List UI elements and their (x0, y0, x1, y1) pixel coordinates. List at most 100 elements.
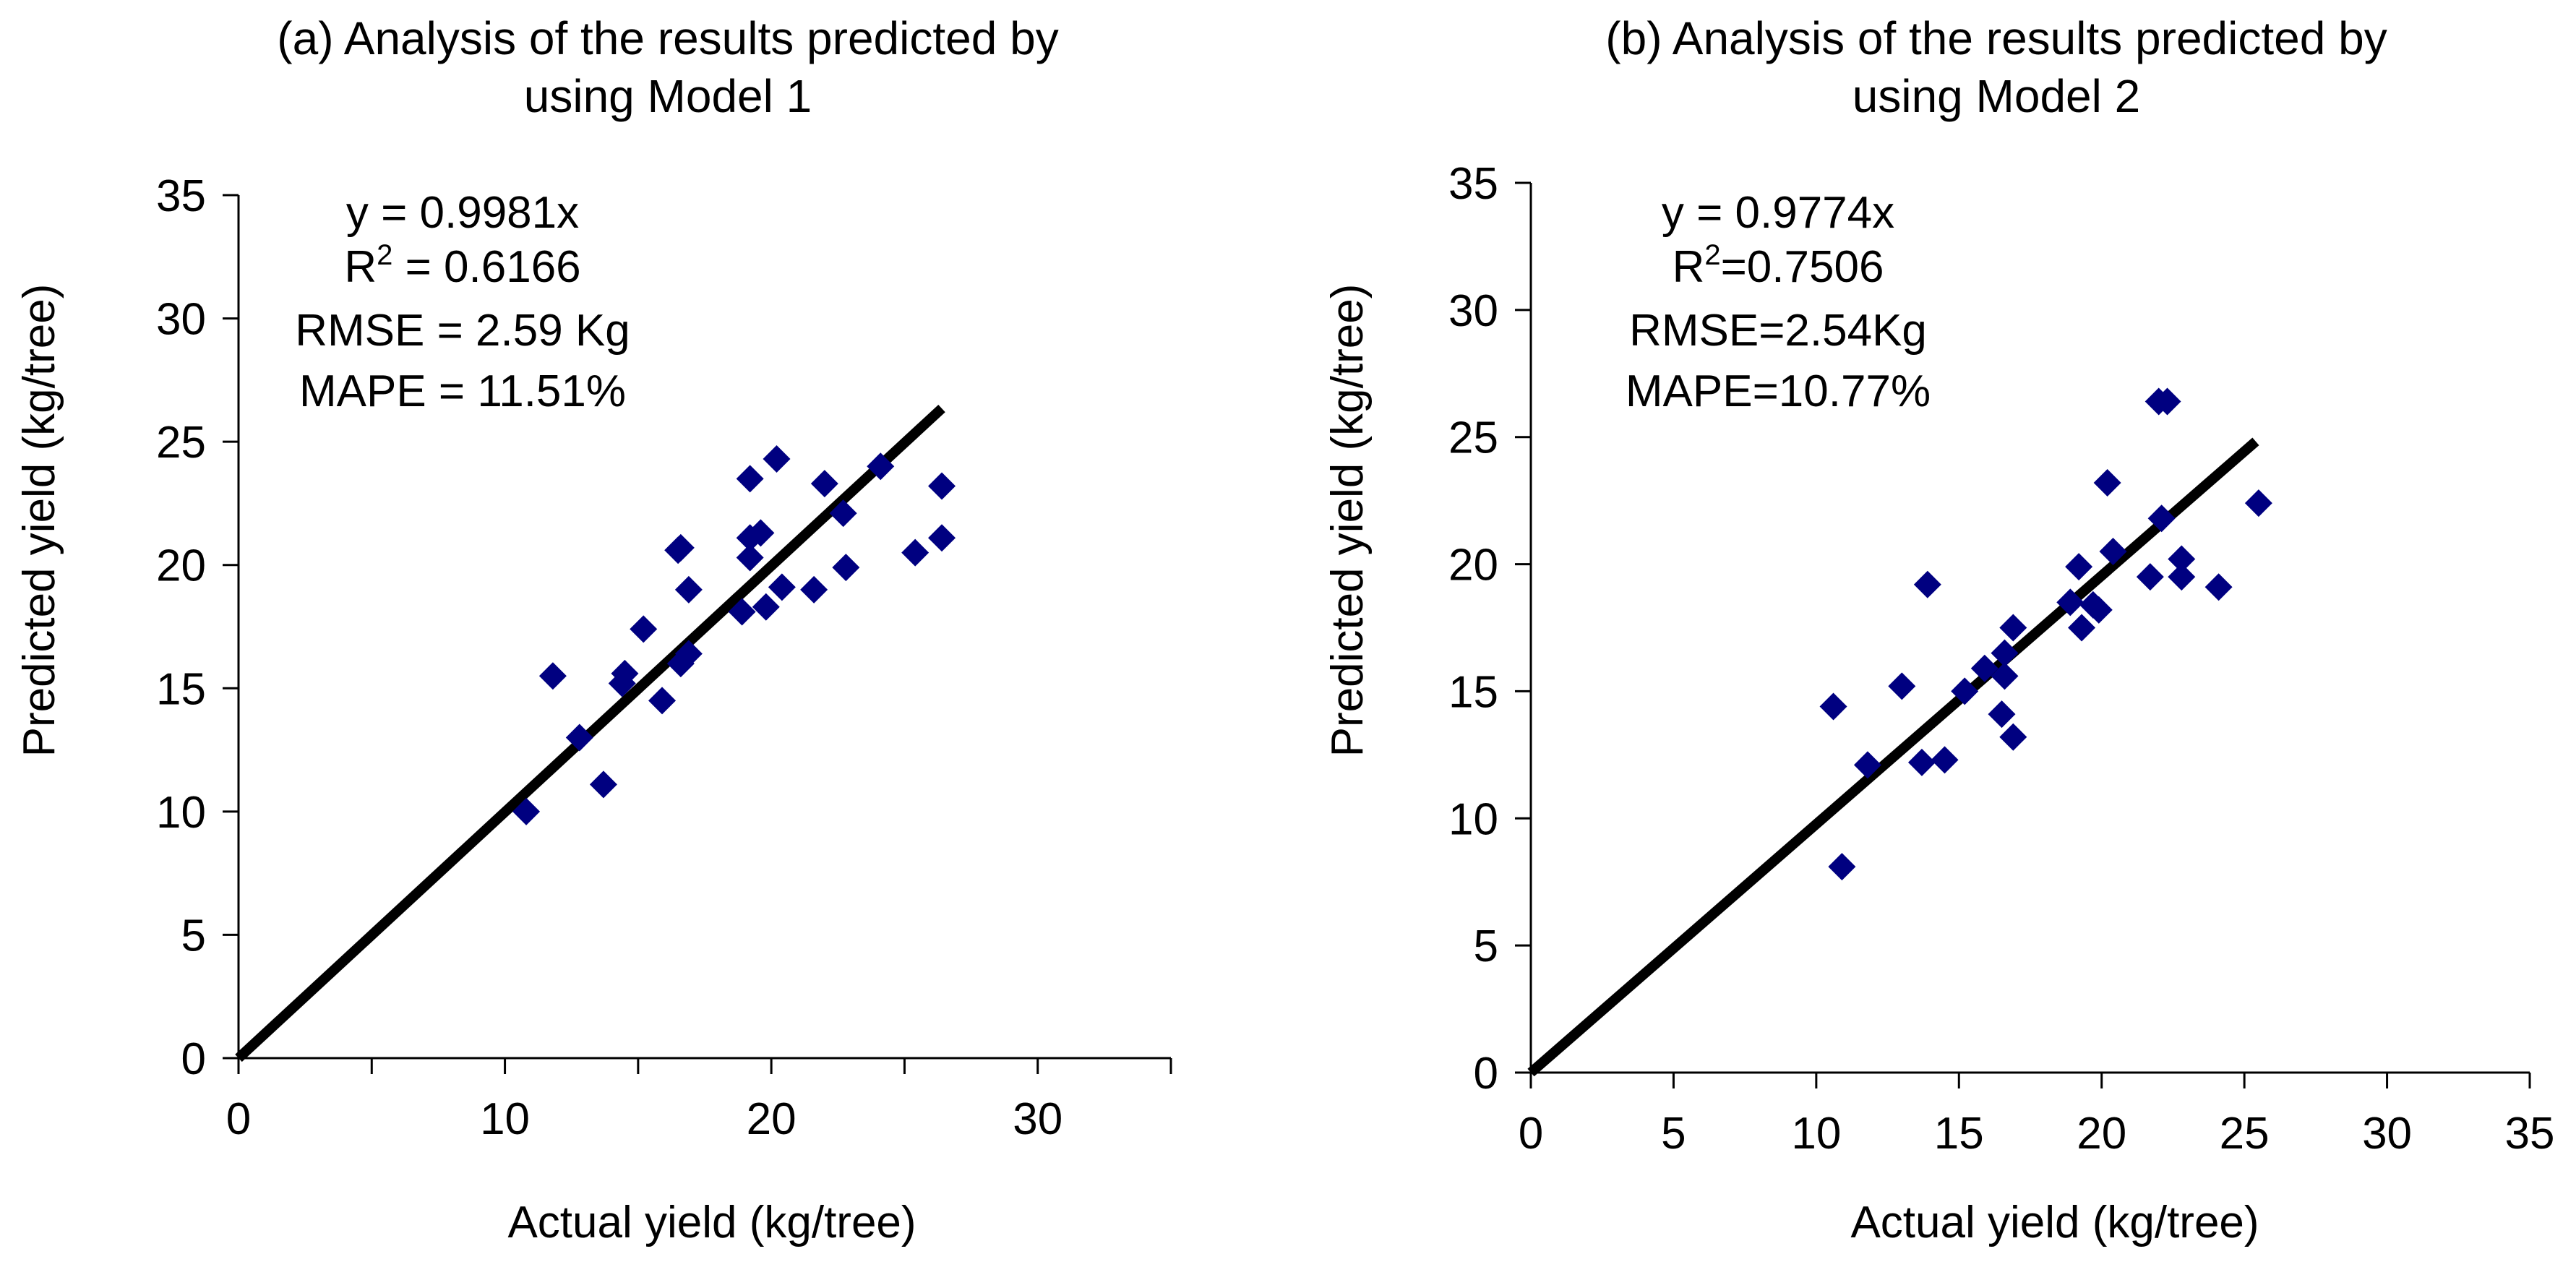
y-tick-label: 10 (156, 788, 206, 838)
data-point (2056, 588, 2085, 617)
y-ticks: 0 5 10 15 20 25 30 35 (156, 171, 239, 1084)
data-point (1951, 677, 1979, 705)
r-squared: R2 = 0.6166 (344, 239, 580, 292)
data-point (1853, 751, 1881, 779)
data-point (666, 533, 695, 562)
data-point (1999, 723, 2027, 751)
data-point (1931, 746, 1959, 774)
y-axis-label: Predicted yield (kg/tree) (14, 284, 64, 757)
y-tick-label: 25 (1448, 413, 1498, 463)
y-tick-label: 0 (181, 1034, 206, 1084)
y-tick-label: 5 (181, 911, 206, 961)
data-point (763, 445, 791, 473)
data-point (589, 770, 617, 799)
y-tick-label: 35 (1448, 159, 1498, 209)
data-point (1991, 662, 2019, 690)
x-tick-label: 10 (1791, 1109, 1841, 1159)
data-points (1819, 387, 2272, 881)
mape: MAPE=10.77% (1626, 366, 1931, 416)
data-point (1888, 672, 1916, 700)
data-point (736, 544, 764, 572)
data-point (2099, 537, 2127, 565)
data-point (2168, 545, 2196, 573)
data-point (611, 659, 639, 687)
chart-title-line-1: (a) Analysis of the results predicted by (277, 12, 1058, 64)
data-point (768, 573, 796, 601)
y-tick-label: 30 (156, 295, 206, 345)
r-squared: R2=0.7506 (1673, 239, 1884, 292)
data-point (2168, 563, 2196, 591)
regression-line (235, 404, 945, 1062)
regression-equation: y = 0.9981x (346, 188, 579, 238)
x-tick-label: 25 (2220, 1109, 2270, 1159)
chart-title-line-2: using Model 2 (1852, 70, 2140, 122)
data-point (1819, 692, 1847, 721)
data-point (2136, 563, 2164, 591)
x-tick-label: 20 (2077, 1109, 2126, 1159)
y-tick-label: 30 (1448, 286, 1498, 336)
y-tick-label: 20 (1448, 541, 1498, 590)
y-axis-label: Predicted yield (kg/tree) (1323, 284, 1373, 757)
data-point (1970, 654, 1998, 682)
data-points (512, 445, 956, 825)
regression-equation: y = 0.9774x (1662, 188, 1894, 238)
chart-panel-b: (b) Analysis of the results predicted by… (1323, 12, 2554, 1247)
data-point (1913, 570, 1941, 598)
data-point (901, 538, 929, 567)
data-point (1907, 748, 1936, 776)
x-axis-label: Actual yield (kg/tree) (1850, 1198, 2259, 1247)
data-point (728, 598, 756, 626)
axes (237, 195, 1171, 1060)
y-tick-label: 15 (1448, 667, 1498, 717)
y-tick-label: 0 (1474, 1049, 1498, 1099)
data-point (2065, 553, 2093, 581)
x-tick-label: 20 (747, 1094, 797, 1144)
data-point (832, 554, 860, 582)
data-point (928, 524, 956, 552)
data-point (1991, 639, 2019, 667)
fit-line-group (1527, 437, 2259, 1077)
data-point (747, 519, 775, 547)
axes (1529, 183, 2530, 1074)
x-tick-label: 30 (2362, 1109, 2412, 1159)
x-tick-label: 30 (1013, 1094, 1062, 1144)
x-tick-label: 15 (1934, 1109, 1984, 1159)
data-point (2244, 489, 2272, 517)
y-ticks: 0 5 10 15 20 25 30 35 (1448, 159, 1531, 1099)
rmse: RMSE=2.54Kg (1629, 306, 1927, 356)
data-point (928, 472, 956, 500)
data-point (1988, 700, 2016, 729)
stats-box: y = 0.9774x R2=0.7506 RMSE=2.54Kg MAPE=1… (1626, 188, 1931, 416)
data-point (674, 575, 703, 604)
regression-line (1527, 437, 2259, 1077)
data-point (1999, 614, 2027, 642)
fit-line-group (235, 404, 945, 1062)
x-ticks: 0 10 20 30 (226, 1058, 1172, 1144)
data-point (538, 662, 567, 690)
chart-panel-a: (a) Analysis of the results predicted by… (14, 12, 1172, 1247)
data-point (800, 575, 828, 604)
data-point (512, 797, 541, 825)
data-point (2085, 596, 2113, 624)
data-point (2093, 469, 2121, 497)
chart-title-line-1: (b) Analysis of the results predicted by (1605, 12, 2387, 64)
y-tick-label: 35 (156, 171, 206, 221)
data-point (648, 687, 677, 715)
data-point (2153, 387, 2181, 416)
x-ticks: 0 5 10 15 20 25 30 35 (1519, 1073, 2554, 1159)
mape: MAPE = 11.51% (299, 366, 626, 416)
y-tick-label: 5 (1474, 922, 1498, 971)
stats-box: y = 0.9981x R2 = 0.6166 RMSE = 2.59 Kg M… (295, 188, 630, 416)
data-point (565, 723, 593, 752)
x-tick-label: 10 (480, 1094, 530, 1144)
data-point (2204, 573, 2233, 601)
data-point (2147, 504, 2176, 533)
data-point (829, 499, 857, 528)
y-tick-label: 15 (156, 664, 206, 714)
x-tick-label: 0 (226, 1094, 251, 1144)
data-point (736, 465, 764, 493)
data-point (810, 470, 838, 498)
y-tick-label: 10 (1448, 794, 1498, 844)
x-tick-label: 5 (1661, 1109, 1686, 1159)
